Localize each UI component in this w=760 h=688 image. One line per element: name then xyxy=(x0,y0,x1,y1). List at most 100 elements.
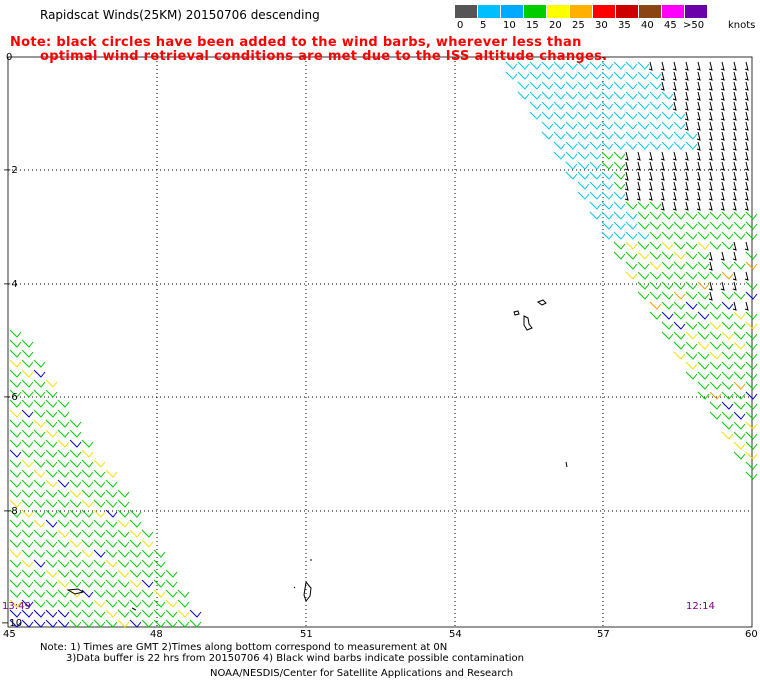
wind-barb xyxy=(93,579,106,588)
wind-barb xyxy=(745,291,758,300)
wind-barb xyxy=(153,569,166,578)
wind-barb xyxy=(589,111,602,120)
wind-barb xyxy=(541,101,554,110)
wind-barb xyxy=(649,231,662,240)
wind-barb xyxy=(553,111,566,120)
wind-barb xyxy=(637,61,650,70)
wind-barb xyxy=(708,151,713,161)
wind-barb xyxy=(21,539,34,548)
wind-barb xyxy=(105,599,118,608)
wind-barb xyxy=(720,161,725,171)
wind-barb xyxy=(105,469,118,478)
wind-barb xyxy=(553,131,566,140)
wind-barb xyxy=(565,61,578,70)
wind-barb xyxy=(697,331,710,340)
wind-barb xyxy=(648,151,653,161)
wind-barb xyxy=(601,201,614,210)
wind-barb xyxy=(105,529,118,538)
legend-label-1: 0 xyxy=(457,20,464,31)
wind-barb xyxy=(684,161,689,171)
wind-barb xyxy=(649,301,662,310)
wind-barb xyxy=(625,91,638,100)
wind-barb xyxy=(684,101,689,111)
map-title: Rapidscat Winds(25KM) 20150706 descendin… xyxy=(40,8,320,22)
wind-barb xyxy=(517,81,530,90)
wind-barb xyxy=(553,121,566,130)
wind-barb xyxy=(9,599,22,608)
wind-barb xyxy=(696,81,701,91)
wind-barb xyxy=(577,151,590,160)
wind-barb xyxy=(697,281,710,290)
wind-barb xyxy=(577,61,590,70)
wind-barb xyxy=(673,331,686,340)
wind-barb xyxy=(744,301,749,311)
wind-barb xyxy=(648,181,653,191)
lon-label-54: 54 xyxy=(449,629,462,640)
wind-barb xyxy=(708,61,713,71)
wind-barb xyxy=(685,271,698,280)
wind-barb xyxy=(613,171,626,180)
wind-barb xyxy=(69,599,82,608)
wind-barb xyxy=(709,231,722,240)
wind-barb xyxy=(57,419,70,428)
wind-barb xyxy=(541,71,554,80)
wind-barb xyxy=(93,459,106,468)
wind-barb xyxy=(696,141,701,151)
wind-barb xyxy=(529,91,542,100)
wind-barb xyxy=(708,91,713,101)
wind-barb xyxy=(625,141,638,150)
lon-label-60: 60 xyxy=(745,629,758,640)
wind-barb xyxy=(684,191,689,201)
wind-barb xyxy=(708,251,713,261)
wind-barb xyxy=(637,281,650,290)
wind-barb xyxy=(565,81,578,90)
wind-barb xyxy=(660,151,665,161)
wind-barb xyxy=(673,261,686,270)
wind-barb xyxy=(709,361,722,370)
wind-barb xyxy=(721,401,734,410)
wind-barb xyxy=(673,221,686,230)
wind-barb xyxy=(721,331,734,340)
wind-barb xyxy=(93,589,106,598)
wind-barb xyxy=(721,421,734,430)
lon-label-51: 51 xyxy=(300,629,313,640)
wind-barb xyxy=(45,469,58,478)
wind-barb xyxy=(721,211,734,220)
wind-barb xyxy=(613,161,626,170)
wind-barb xyxy=(625,101,638,110)
wind-barb xyxy=(553,91,566,100)
wind-barb xyxy=(613,221,626,230)
wind-barb xyxy=(732,111,737,121)
wind-barb xyxy=(733,431,746,440)
wind-barb xyxy=(45,399,58,408)
legend-label-6: 25 xyxy=(572,20,585,31)
wind-barb xyxy=(57,559,70,568)
island-8 xyxy=(131,607,137,611)
wind-barb xyxy=(33,429,46,438)
wind-barb xyxy=(696,131,701,141)
wind-barb xyxy=(81,509,94,518)
wind-barb xyxy=(745,331,758,340)
wind-barb xyxy=(153,589,166,598)
wind-barb xyxy=(21,479,34,488)
wind-barb xyxy=(625,111,638,120)
lat-label-6: −6 xyxy=(3,392,18,403)
wind-barb xyxy=(601,181,614,190)
wind-barb xyxy=(745,231,758,240)
wind-barb xyxy=(625,81,638,90)
wind-barb xyxy=(673,131,686,140)
wind-barb xyxy=(721,241,734,250)
wind-barb xyxy=(541,111,554,120)
wind-barb xyxy=(577,71,590,80)
wind-barb xyxy=(57,589,70,598)
wind-barb xyxy=(9,429,22,438)
wind-barb xyxy=(33,479,46,488)
wind-barb xyxy=(117,559,130,568)
wind-barb xyxy=(577,91,590,100)
wind-barb xyxy=(93,599,106,608)
wind-barb xyxy=(744,61,749,71)
wind-barb xyxy=(625,231,638,240)
wind-barb xyxy=(9,379,22,388)
wind-barb xyxy=(673,211,686,220)
wind-barb xyxy=(649,311,662,320)
